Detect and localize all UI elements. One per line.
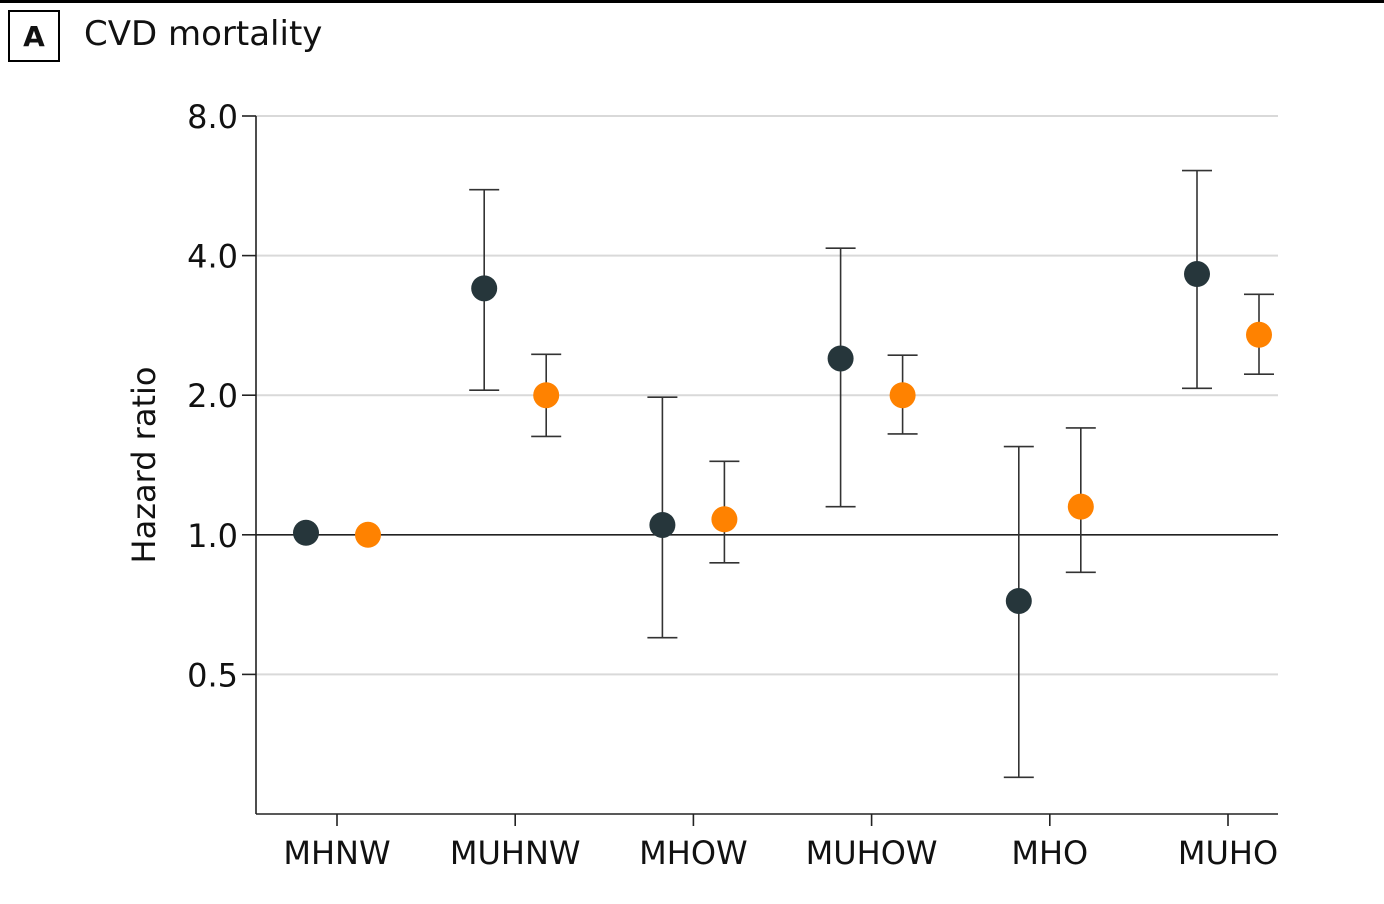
- error-bars: [469, 169, 1274, 779]
- top-rule: [0, 0, 1384, 3]
- chart-title: CVD mortality: [84, 14, 323, 54]
- y-tick-label: 4.0: [187, 238, 238, 276]
- y-tick-label: 1.0: [187, 517, 238, 555]
- data-point: [827, 345, 854, 372]
- data-point: [1246, 321, 1272, 348]
- data-point: [711, 506, 738, 533]
- x-tick-label: MUHNW: [450, 834, 581, 872]
- y-tick-label: 2.0: [187, 377, 238, 415]
- data-point: [355, 521, 381, 548]
- data-point: [293, 519, 319, 546]
- data-point: [471, 275, 498, 302]
- data-point: [649, 511, 676, 538]
- y-axis-label: Hazard ratio: [125, 367, 163, 564]
- data-point: [889, 382, 916, 409]
- y-tick-label: 8.0: [187, 98, 238, 136]
- x-tick-label: MHO: [1011, 834, 1088, 872]
- data-point: [1005, 587, 1032, 614]
- y-tick-label: 0.5: [187, 656, 238, 694]
- data-point: [1184, 261, 1210, 288]
- x-tick-label: MHNW: [283, 834, 390, 872]
- axes: 0.5 1.0 2.0 4.0 8.0 MHNW MUHNW MHOW MUHOW MHO MUHO: [187, 98, 1278, 872]
- x-tick-label: MUHOW: [806, 834, 938, 872]
- panel-label: A: [8, 10, 60, 62]
- gridlines: [256, 115, 1278, 676]
- x-tick-label: MHOW: [639, 834, 748, 872]
- data-points: [293, 261, 1272, 614]
- data-point: [533, 382, 560, 409]
- data-point: [1067, 493, 1094, 520]
- x-tick-label: MUHO: [1178, 834, 1278, 872]
